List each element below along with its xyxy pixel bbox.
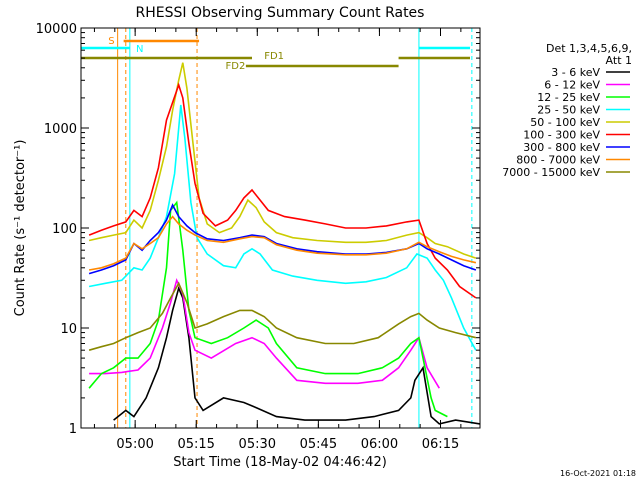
footer-date: 16-Oct-2021 01:18 xyxy=(560,469,636,478)
series-line-5 xyxy=(88,82,477,299)
series-line-0 xyxy=(113,285,480,425)
legend-label-0: 3 - 6 keV xyxy=(551,66,600,79)
y-tick-label: 1 xyxy=(69,422,77,437)
flag-label-n: N xyxy=(136,44,143,55)
series-line-1 xyxy=(89,277,440,389)
legend-label-1: 6 - 12 keV xyxy=(544,79,600,92)
y-tick-label: 10000 xyxy=(36,22,77,37)
flags-layer: S N FD1 FD2 xyxy=(81,36,470,72)
x-tick-label: 05:15 xyxy=(177,437,214,452)
legend-label-8: 7000 - 15000 keV xyxy=(502,166,600,179)
x-tick-label: 05:45 xyxy=(300,437,337,452)
legend-header: Att 1 xyxy=(606,54,632,67)
legend-label-3: 25 - 50 keV xyxy=(537,104,600,117)
flag-label-fd2: FD2 xyxy=(226,61,246,72)
legend-label-6: 300 - 800 keV xyxy=(523,141,600,154)
series-line-8 xyxy=(88,281,477,351)
flag-label-s: S xyxy=(108,36,114,47)
legend-label-5: 100 - 300 keV xyxy=(523,129,600,142)
x-axis-label: Start Time (18-May-02 04:46:42) xyxy=(173,455,387,470)
chart-title: RHESSI Observing Summary Count Rates xyxy=(136,5,425,21)
legend-label-4: 50 - 100 keV xyxy=(530,116,600,129)
legend-label-2: 12 - 25 keV xyxy=(537,91,600,104)
y-tick-label: 100 xyxy=(52,222,77,237)
x-tick-label: 05:00 xyxy=(116,437,153,452)
flag-label-fd1: FD1 xyxy=(264,51,284,62)
x-axis: 05:00 05:15 05:30 05:45 06:00 06:15 xyxy=(93,28,462,452)
series-layer xyxy=(88,62,480,425)
series-line-2 xyxy=(88,200,448,418)
series-line-3 xyxy=(88,104,477,351)
x-tick-label: 06:15 xyxy=(422,437,459,452)
y-tick-label: 1000 xyxy=(44,122,77,137)
x-tick-label: 06:00 xyxy=(361,437,398,452)
y-axis-label: Count Rate (s⁻¹ detector⁻¹) xyxy=(13,140,28,317)
y-tick-label: 10 xyxy=(60,322,77,337)
series-line-7 xyxy=(88,215,477,271)
legend-header: Det 1,3,4,5,6,9, xyxy=(546,42,632,55)
x-tick-label: 05:30 xyxy=(239,437,276,452)
series-line-4 xyxy=(88,62,477,259)
y-axis: 1 10 100 1000 10000 xyxy=(36,22,480,437)
legend-label-7: 800 - 7000 keV xyxy=(516,154,600,167)
time-marker-lines xyxy=(117,28,473,428)
series-line-6 xyxy=(88,203,477,275)
